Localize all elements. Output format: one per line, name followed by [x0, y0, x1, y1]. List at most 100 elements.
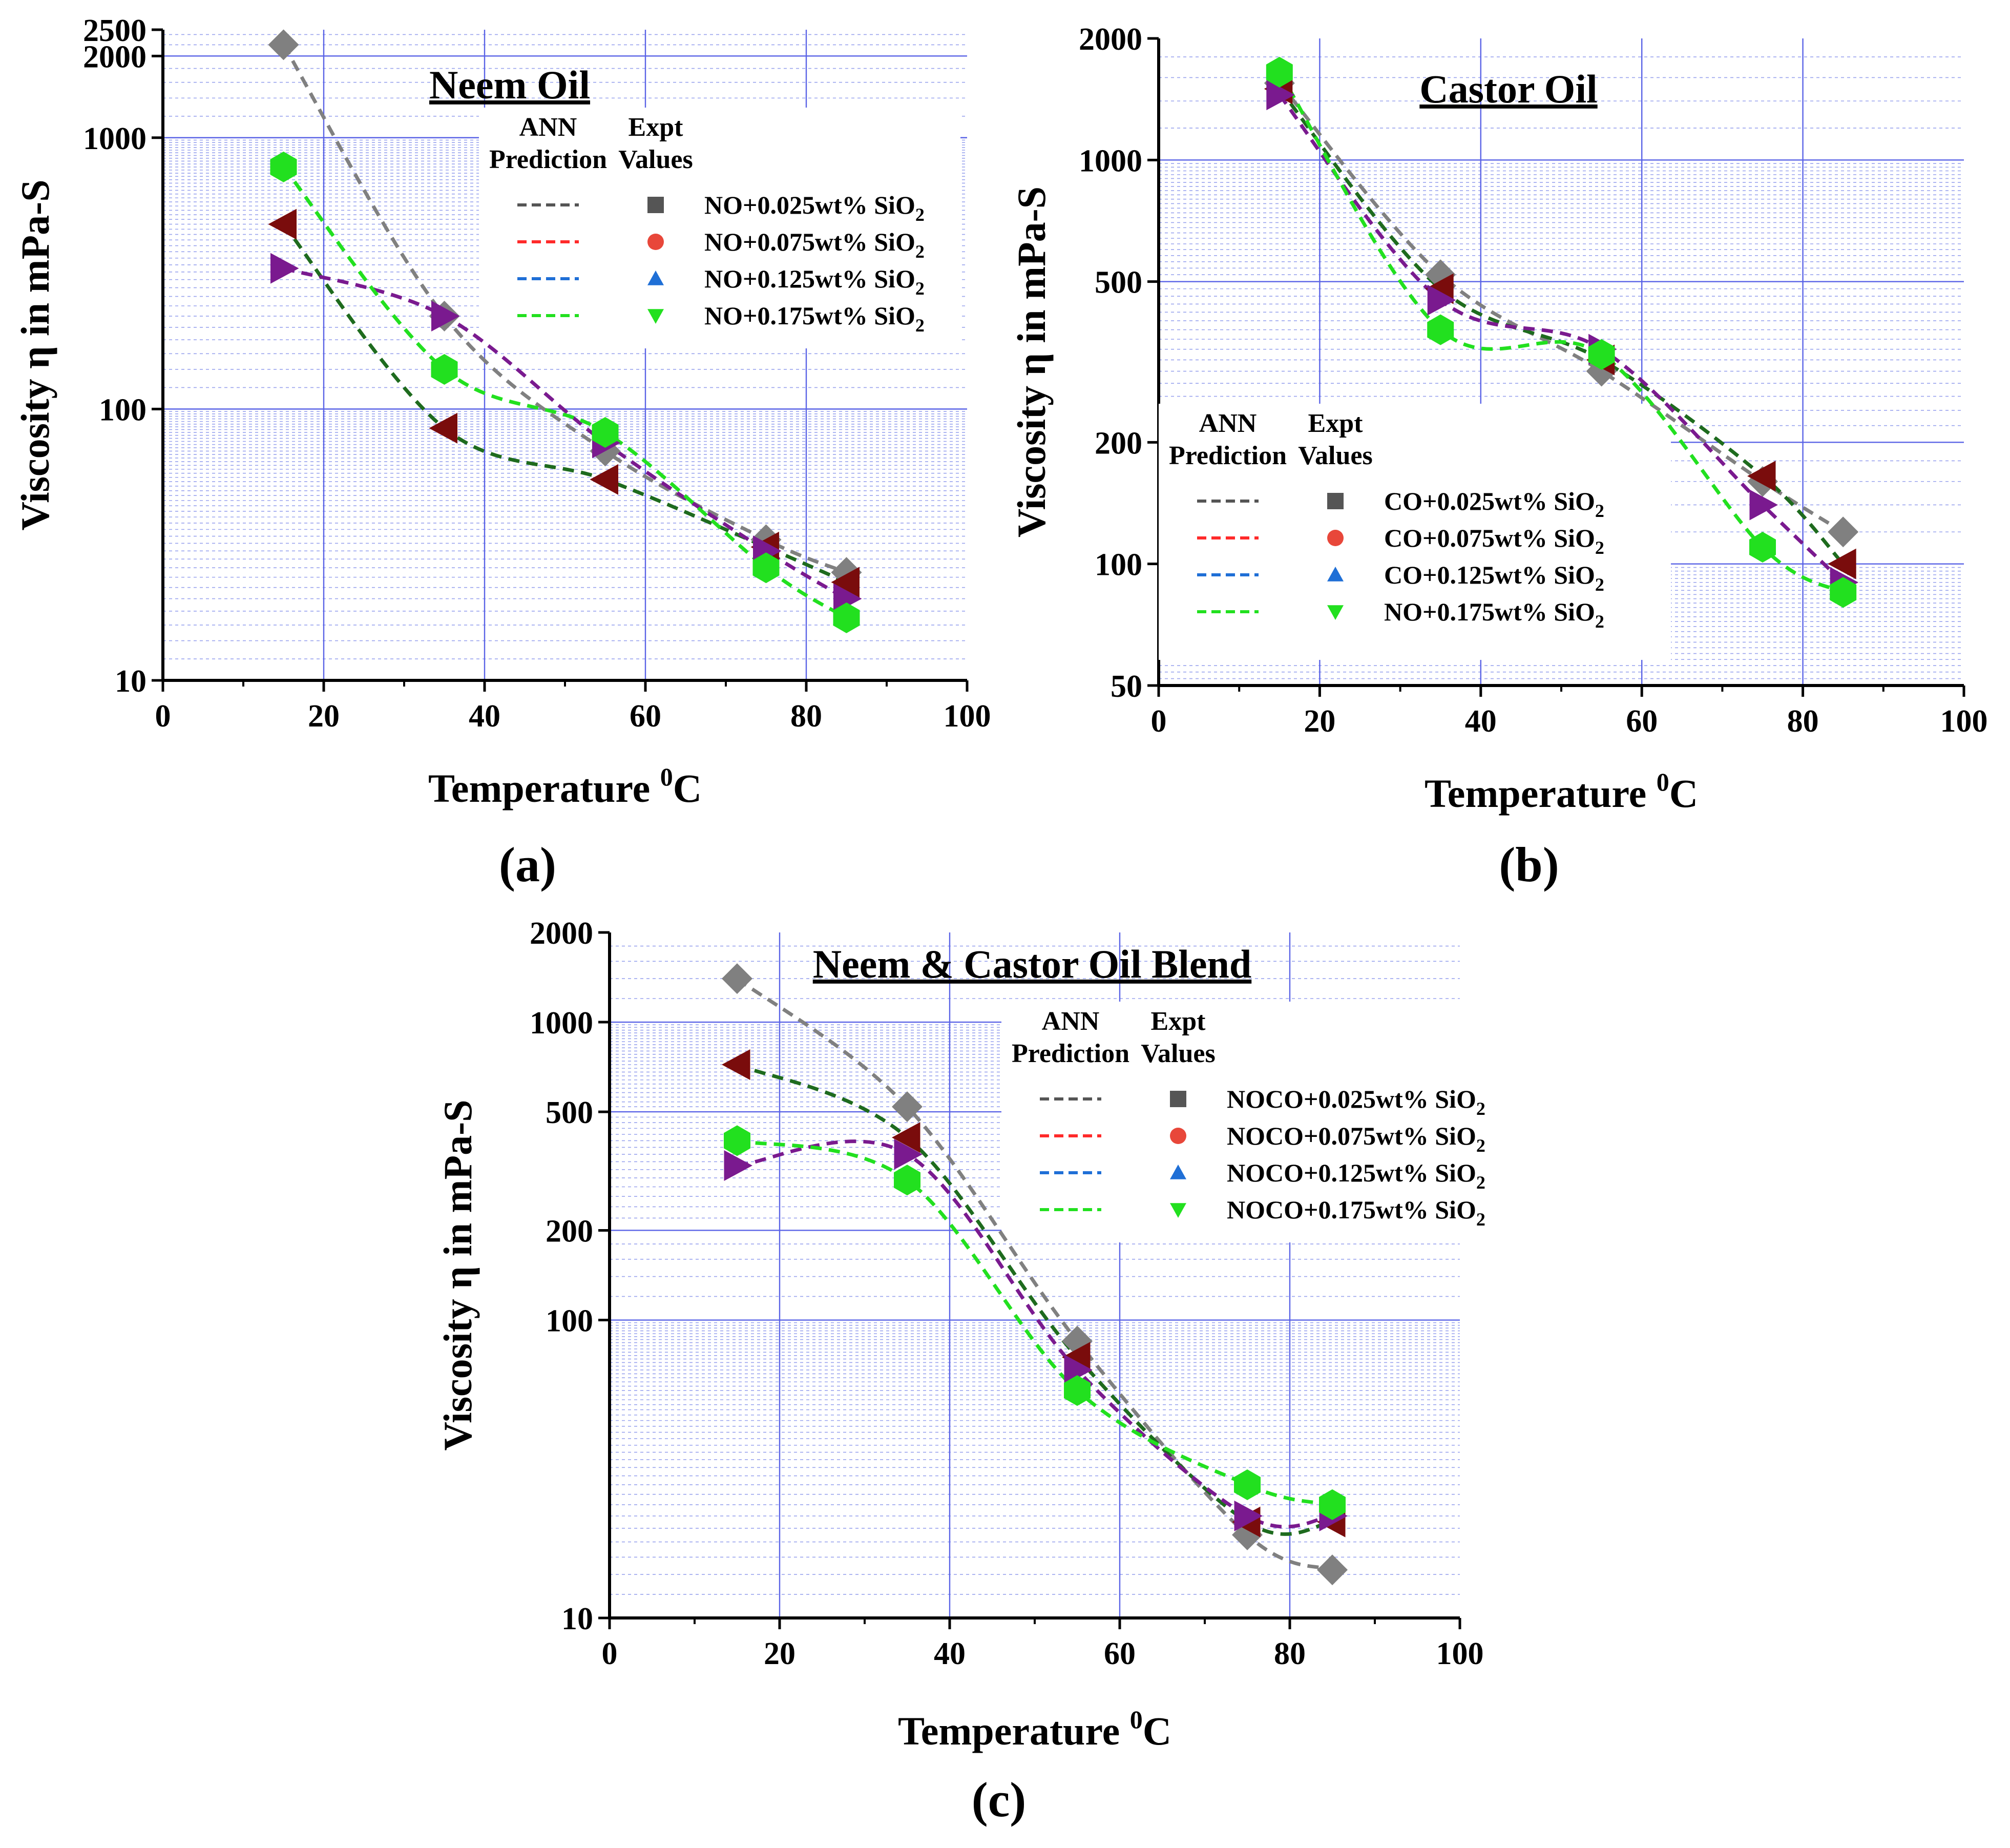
legend-marker — [1327, 493, 1344, 509]
legend-label: NO+0.075wt% SiO2 — [704, 227, 925, 262]
legend-header-values: Values — [618, 145, 693, 174]
legend-header-values: Values — [1298, 441, 1372, 470]
legend-label-sub: 2 — [915, 278, 925, 299]
data-point — [590, 464, 618, 495]
legend-label: NO+0.125wt% SiO2 — [704, 264, 925, 299]
x-tick-label: 60 — [1104, 1636, 1136, 1671]
x-axis-label-text: Temperature — [428, 766, 660, 811]
x-tick-label: 0 — [155, 699, 171, 734]
data-point — [892, 1091, 923, 1123]
legend-header-ann: ANN — [1199, 409, 1257, 438]
legend-header-values: Values — [1141, 1039, 1215, 1068]
data-point — [429, 412, 457, 444]
legend-label-sub: 2 — [915, 204, 925, 225]
y-tick-label: 500 — [546, 1095, 593, 1130]
y-tick-label: 10 — [115, 664, 146, 699]
series-line — [1278, 93, 1845, 584]
x-axis-label-unit: C — [1669, 771, 1698, 816]
y-tick-label: 10 — [561, 1602, 593, 1636]
legend-marker — [647, 234, 664, 250]
data-point — [1317, 1554, 1348, 1586]
legend-header-prediction: Prediction — [1169, 441, 1287, 470]
legend-label-sub: 2 — [915, 241, 925, 262]
data-point — [1747, 461, 1776, 492]
x-axis-label-text: Temperature — [898, 1709, 1130, 1753]
y-tick-label: 100 — [99, 392, 146, 427]
series-line — [1278, 88, 1845, 566]
data-point — [894, 1139, 923, 1170]
x-axis-label-unit: C — [673, 766, 702, 811]
x-tick-label: 20 — [1304, 704, 1335, 739]
data-point — [752, 552, 780, 584]
panel-label: (b) — [1499, 837, 1559, 892]
data-point — [1828, 548, 1856, 579]
legend-header-prediction: Prediction — [1012, 1039, 1129, 1068]
legend-label-sub: 2 — [1476, 1098, 1485, 1119]
y-tick-label: 200 — [1095, 426, 1142, 461]
legend-label-sub: 2 — [1595, 537, 1604, 558]
legend-marker — [1327, 567, 1344, 582]
y-tick-label: 50 — [1111, 669, 1142, 704]
data-point — [1427, 284, 1456, 316]
x-axis-label-sup: 0 — [1130, 1705, 1143, 1734]
data-point — [268, 209, 297, 240]
legend-background — [479, 108, 960, 348]
legend-label: NO+0.025wt% SiO2 — [704, 191, 925, 225]
data-point — [892, 1122, 920, 1153]
y-tick-label: 2000 — [530, 916, 593, 951]
x-tick-label: 0 — [1151, 704, 1167, 739]
data-point — [894, 1165, 920, 1196]
legend-label-text: NO+0.075wt% SiO — [704, 227, 915, 256]
data-point — [592, 417, 619, 448]
panel-label: (c) — [972, 1772, 1027, 1827]
legend-label: CO+0.025wt% SiO2 — [1384, 487, 1604, 521]
legend-label-text: NO+0.175wt% SiO — [704, 301, 915, 330]
legend-header-expt: Expt — [629, 113, 684, 142]
y-tick-label: 1000 — [1079, 143, 1142, 178]
data-point — [1749, 532, 1776, 563]
x-tick-label: 40 — [1465, 704, 1497, 739]
data-point — [268, 29, 299, 60]
legend-label-text: NOCO+0.125wt% SiO — [1227, 1158, 1476, 1187]
chart-a: 0 20 40 60 80 10010100100020002500Temperature… — [13, 13, 991, 892]
data-point — [833, 602, 860, 633]
series-line — [736, 1063, 1333, 1536]
x-tick-label: 20 — [764, 1636, 795, 1671]
legend-label-text: CO+0.125wt% SiO — [1384, 560, 1595, 589]
legend-label: NOCO+0.125wt% SiO2 — [1227, 1158, 1485, 1193]
x-axis-label-unit: C — [1143, 1709, 1171, 1753]
legend-label-text: NO+0.125wt% SiO — [704, 264, 915, 293]
legend-marker — [1327, 605, 1344, 620]
x-tick-label: 0 — [602, 1636, 618, 1671]
data-point — [1427, 314, 1454, 345]
data-point — [270, 151, 297, 182]
data-point — [1064, 1354, 1093, 1385]
legend-background — [1159, 404, 1671, 660]
y-tick-label: 200 — [546, 1214, 593, 1249]
data-point — [1064, 1375, 1091, 1406]
legend-marker — [1170, 1203, 1186, 1218]
x-tick-label: 20 — [308, 699, 340, 734]
series-points — [722, 963, 1348, 1586]
data-point — [431, 354, 458, 385]
data-point — [270, 253, 299, 284]
y-tick-label: 2500 — [83, 13, 146, 48]
data-point — [831, 567, 860, 598]
x-tick-label: 60 — [1626, 704, 1658, 739]
legend-marker — [647, 197, 664, 213]
legend-label-text: CO+0.025wt% SiO — [1384, 487, 1595, 515]
legend-label-text: NOCO+0.075wt% SiO — [1227, 1122, 1476, 1150]
data-point — [1266, 56, 1293, 88]
legend-label-sub: 2 — [1476, 1209, 1485, 1230]
series-points — [1264, 56, 1859, 608]
legend-label-text: NOCO+0.025wt% SiO — [1227, 1085, 1476, 1113]
series-line — [736, 977, 1333, 1572]
data-point — [1234, 1500, 1263, 1531]
series-points — [268, 29, 862, 633]
legend-background — [1001, 1002, 1498, 1242]
legend-label: NOCO+0.075wt% SiO2 — [1227, 1122, 1485, 1156]
x-tick-label: 80 — [790, 699, 822, 734]
